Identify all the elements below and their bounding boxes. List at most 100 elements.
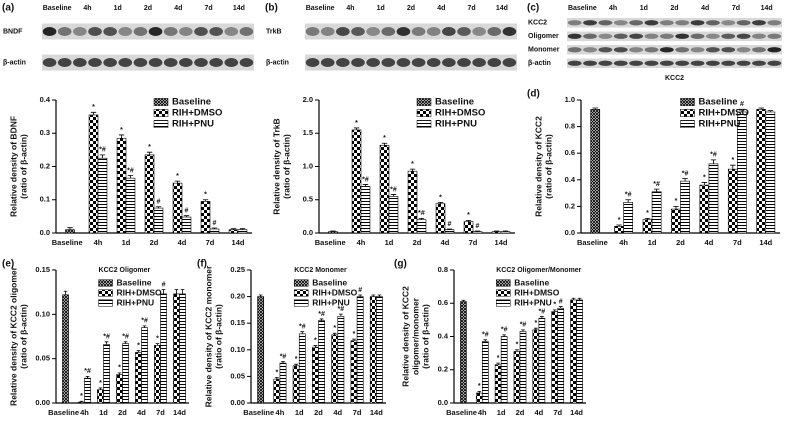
bar: [651, 191, 662, 234]
blot-band: [690, 20, 705, 26]
error-bar: [123, 341, 128, 344]
legend-swatch: [680, 98, 695, 106]
y-axis-label: Relative density of KCC2 monomer: [203, 265, 213, 407]
x-tick-label: 1d: [497, 408, 506, 417]
blot-band: [567, 60, 582, 66]
bar: [460, 301, 467, 404]
x-tick-label: 4d: [333, 408, 342, 417]
significance-marker: *: [467, 212, 470, 219]
blot-band: [396, 27, 411, 36]
y-tick-label: 0.2: [438, 365, 448, 374]
lane-label: 4h: [609, 5, 617, 12]
error-bar: [710, 159, 717, 164]
bar: [500, 231, 511, 234]
significance-marker: *: [497, 355, 500, 362]
blot-band: [472, 27, 486, 36]
y-tick-label: 0.8: [565, 122, 575, 131]
lane-label: 4h: [346, 5, 354, 12]
significance-marker: *: [355, 120, 358, 127]
y-axis-label: Relative density of KCC2: [533, 116, 543, 217]
blot-band: [752, 60, 766, 66]
blot-band: [644, 20, 659, 26]
lane-label: 14d: [496, 5, 508, 12]
error-bar: [552, 309, 557, 312]
bar: [491, 231, 502, 234]
significance-marker: *#: [99, 147, 106, 154]
bar: [379, 144, 390, 234]
error-bar: [161, 289, 166, 294]
bar: [172, 182, 183, 234]
x-tick-label: Baseline: [52, 238, 83, 247]
x-tick-label: 14d: [370, 408, 383, 417]
x-tick-label: 2d: [413, 238, 422, 247]
lane-label: Baseline: [43, 5, 72, 12]
bar: [337, 315, 345, 404]
error-bar: [67, 227, 73, 230]
significance-marker: *: [553, 302, 556, 309]
significance-marker: *: [176, 173, 179, 180]
blot-band: [426, 58, 441, 67]
blot-band: [88, 58, 102, 67]
blot-band: [179, 27, 193, 36]
legend-swatch: [680, 120, 695, 128]
blot-band: [179, 58, 193, 67]
significance-marker: *#: [418, 210, 425, 217]
lane-label: 4d: [701, 5, 709, 12]
legend-swatch: [98, 289, 113, 297]
lane-label: Baseline: [306, 5, 335, 12]
blot-band: [194, 58, 208, 67]
significance-marker: #: [185, 208, 189, 215]
x-tick-label: 1d: [295, 408, 304, 417]
bar: [699, 184, 710, 234]
bar: [519, 331, 527, 404]
error-bar: [644, 217, 651, 220]
legend-label: RIH+DMSO: [514, 287, 559, 297]
lane-label: 1d: [377, 5, 385, 12]
error-bar: [701, 182, 708, 186]
bar: [97, 389, 104, 404]
y-tick-label: 1.0: [303, 161, 313, 170]
bar: [122, 343, 129, 404]
x-tick-label: 2d: [676, 238, 685, 247]
row-label: β-actin: [266, 59, 289, 66]
error-bar: [461, 299, 466, 302]
error-bar: [352, 338, 356, 341]
y-tick-label: 0.8: [438, 265, 448, 274]
x-tick-label: 4d: [137, 408, 146, 417]
x-tick-label: 2d: [314, 408, 323, 417]
bar: [65, 229, 75, 234]
blot-band: [411, 58, 426, 67]
legend-label: Baseline: [699, 97, 738, 108]
y-tick-label: 0.0: [40, 228, 50, 237]
bar: [590, 109, 601, 234]
blot-band: [239, 58, 254, 67]
x-tick-label: 14d: [570, 408, 583, 417]
bar: [328, 231, 338, 234]
y-tick-label: 0.4: [565, 175, 576, 184]
significance-marker: #: [476, 223, 480, 230]
significance-marker: *: [156, 335, 159, 342]
blot-band: [598, 60, 613, 66]
blot-band: [457, 27, 471, 36]
blot-band: [567, 33, 582, 39]
significance-marker: #: [559, 298, 563, 305]
significance-marker: #: [162, 281, 166, 288]
blot-band: [567, 20, 582, 26]
bar: [463, 221, 474, 234]
error-bar: [625, 199, 631, 203]
legend-swatch: [495, 299, 511, 307]
chart-subtitle: KCC2 Oligomer: [99, 267, 151, 274]
error-bar: [174, 289, 179, 294]
bar: [369, 296, 377, 404]
significance-marker: *: [333, 325, 336, 332]
significance-marker: #: [740, 101, 744, 108]
blot-band: [613, 47, 628, 53]
x-tick-label: 7d: [353, 408, 362, 417]
blot-band: [224, 58, 239, 67]
error-bar: [381, 142, 388, 146]
blot-band: [659, 47, 674, 53]
legend-label: RIH+PNU: [312, 297, 350, 307]
x-tick-label: 4h: [80, 408, 89, 417]
y-tick-label: 0.00: [35, 398, 50, 407]
blot-band: [73, 27, 87, 36]
